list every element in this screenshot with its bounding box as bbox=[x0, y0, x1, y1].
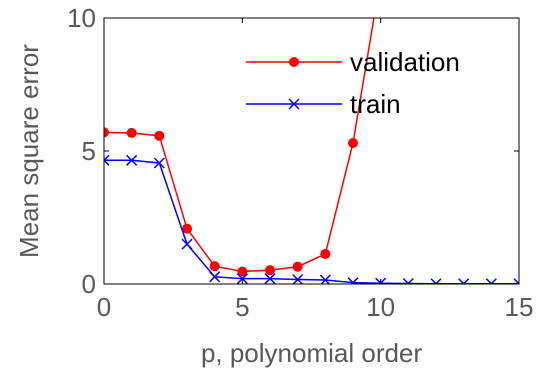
y-axis-label: Mean square error bbox=[14, 44, 44, 258]
validation-point bbox=[265, 265, 275, 276]
axis-ticks: 0 5 10 15 0 5 10 bbox=[67, 3, 533, 322]
train-point bbox=[513, 278, 519, 284]
validation-point bbox=[320, 248, 331, 259]
validation-point bbox=[209, 261, 220, 272]
train-point bbox=[402, 277, 414, 284]
legend-validation-label: validation bbox=[350, 47, 460, 77]
x-tick-label: 5 bbox=[235, 292, 249, 322]
validation-point bbox=[126, 127, 137, 138]
train-point bbox=[181, 238, 193, 250]
x-axis-label: p, polynomial order bbox=[201, 338, 422, 368]
train-point bbox=[292, 273, 304, 284]
train-point bbox=[153, 157, 165, 169]
train-series-line bbox=[104, 159, 519, 284]
legend-train-marker bbox=[288, 98, 300, 110]
train-point bbox=[264, 273, 276, 284]
validation-point bbox=[292, 261, 303, 272]
train-point bbox=[319, 274, 331, 284]
train-point bbox=[236, 273, 248, 284]
validation-point bbox=[348, 138, 358, 149]
y-tick-label: 0 bbox=[82, 269, 96, 299]
legend-validation-marker bbox=[289, 57, 299, 67]
validation-point bbox=[154, 130, 165, 141]
legend-train-label: train bbox=[350, 89, 401, 119]
y-tick-label: 10 bbox=[67, 3, 96, 33]
validation-series-line bbox=[104, 18, 375, 273]
y-tick-label: 5 bbox=[82, 136, 96, 166]
x-tick-label: 0 bbox=[97, 292, 111, 322]
legend: validation train bbox=[246, 47, 460, 119]
plot-area bbox=[104, 18, 519, 284]
x-tick-label: 15 bbox=[505, 292, 534, 322]
train-point bbox=[347, 277, 359, 284]
validation-point bbox=[237, 266, 248, 277]
validation-point bbox=[104, 127, 109, 138]
x-tick-label: 10 bbox=[366, 292, 395, 322]
validation-point bbox=[182, 223, 192, 234]
train-point bbox=[104, 154, 110, 166]
train-point bbox=[126, 154, 138, 166]
train-point bbox=[209, 271, 221, 283]
